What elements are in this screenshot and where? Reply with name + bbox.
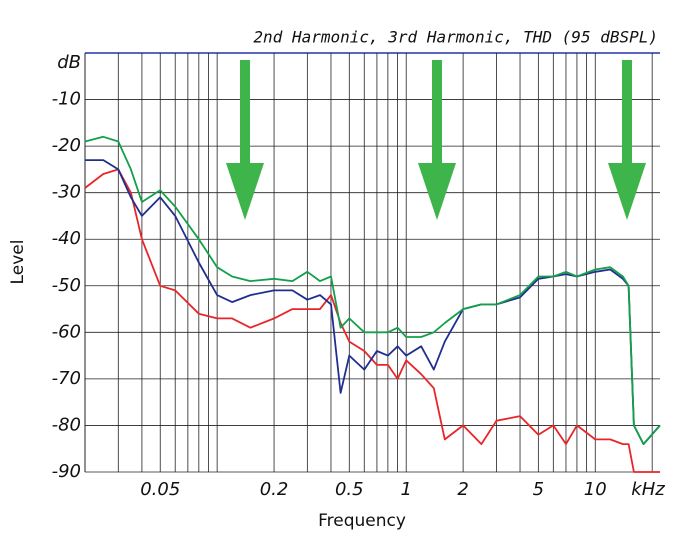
y-tick-label: -30 [52, 182, 81, 203]
x-tick-label: 2 [457, 479, 468, 500]
x-axis-title: Frequency [318, 511, 406, 531]
y-tick-label: -20 [52, 135, 81, 156]
y-tick-label: -70 [52, 368, 81, 389]
y-tick-label: -60 [52, 321, 81, 342]
plot [84, 135, 661, 473]
x-unit: kHz [631, 479, 665, 500]
y-tick-label: -10 [52, 89, 81, 110]
x-tick-label: 1 [400, 479, 411, 500]
x-tick-label: 0.05 [140, 479, 180, 500]
arrow [226, 60, 264, 220]
series-line [84, 135, 661, 445]
y-tick-label: -90 [52, 461, 81, 482]
arrow [608, 60, 646, 220]
y-tick-label: dB [57, 52, 81, 73]
series-line [84, 168, 660, 473]
x-tick-label: 10 [584, 479, 607, 500]
x-tick-label: 0.2 [260, 479, 289, 500]
x-tick-label: 0.5 [335, 479, 364, 500]
arrows [226, 60, 646, 220]
grid [84, 52, 660, 473]
y-tick-label: -40 [52, 228, 81, 249]
y-tick-label: -50 [52, 275, 81, 296]
y-axis-title: Level [8, 240, 28, 285]
y-tick-label: -80 [52, 414, 81, 435]
x-tick-label: 5 [533, 479, 544, 500]
chart-title: 2nd Harmonic, 3rd Harmonic, THD (95 dBSP… [253, 28, 658, 47]
arrow [418, 60, 456, 220]
